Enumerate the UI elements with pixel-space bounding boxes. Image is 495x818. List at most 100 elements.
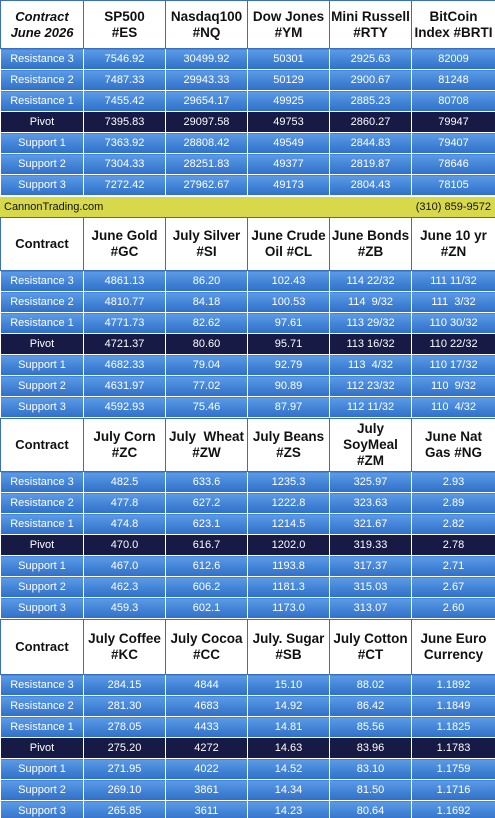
level-value: 92.79 <box>247 354 330 376</box>
header-text: June Gold <box>91 228 158 243</box>
data-row: Pivot 4721.37 80.60 95.71 113 16/32 110 22/32 <box>0 333 495 355</box>
level-value: 4631.97 <box>83 375 166 397</box>
level-value: 79.04 <box>165 354 248 376</box>
level-value: 467.0 <box>83 555 166 577</box>
level-value: 78646 <box>411 153 495 175</box>
level-value: 85.56 <box>329 716 412 738</box>
level-value: 4683 <box>165 695 248 717</box>
level-label: Resistance 1 <box>0 716 84 738</box>
level-value: 7487.33 <box>83 69 166 91</box>
level-value: 28808.42 <box>165 132 248 154</box>
data-row: Support 1 4682.33 79.04 92.79 113 4/32 110 17… <box>0 354 495 376</box>
level-value: 111 3/32 <box>411 291 495 313</box>
level-value: 4682.33 <box>83 354 166 376</box>
header-text: Oil #CL <box>264 244 313 259</box>
data-row: Support 1 7363.92 28808.42 49549 2844.83 7940… <box>0 132 495 154</box>
header-text: #ZW <box>192 445 221 460</box>
header-text: SP500 <box>104 8 145 24</box>
level-value: 315.03 <box>329 576 412 598</box>
level-value: 3611 <box>165 800 248 818</box>
level-value: 49377 <box>247 153 330 175</box>
header-cell: Contract <box>0 619 84 675</box>
level-label: Resistance 3 <box>0 48 84 70</box>
data-row: Support 2 269.10 3861 14.34 81.50 1.1716 <box>0 779 495 801</box>
level-value: 284.15 <box>83 674 166 696</box>
level-value: 110 17/32 <box>411 354 495 376</box>
level-value: 1.1759 <box>411 758 495 780</box>
level-value: 81248 <box>411 69 495 91</box>
data-row: Resistance 3 4861.13 86.20 102.43 114 22/32 1… <box>0 270 495 292</box>
data-row: Support 3 265.85 3611 14.23 80.64 1.1692 <box>0 800 495 818</box>
level-value: 15.10 <box>247 674 330 696</box>
level-value: 1235.3 <box>247 471 330 493</box>
level-label: Resistance 2 <box>0 695 84 717</box>
level-label: Support 3 <box>0 174 84 196</box>
level-value: 49173 <box>247 174 330 196</box>
header-text: July. Sugar <box>252 631 325 646</box>
header-row: Contract July Coffee #KC July Cocoa #CC July.… <box>0 619 495 675</box>
price-table: Contract July Coffee #KC July Cocoa #CC July.… <box>0 619 495 818</box>
data-row: Resistance 2 281.30 4683 14.92 86.42 1.1849 <box>0 695 495 717</box>
header-text: June Euro <box>420 631 487 646</box>
level-value: 321.67 <box>329 513 412 535</box>
level-value: 2885.23 <box>329 90 412 112</box>
header-text: #ZC <box>111 445 138 460</box>
level-value: 14.34 <box>247 779 330 801</box>
level-value: 84.18 <box>165 291 248 313</box>
level-value: 88.02 <box>329 674 412 696</box>
header-text: Currency <box>423 647 484 662</box>
data-row: Resistance 1 474.8 623.1 1214.5 321.67 2.82 <box>0 513 495 535</box>
price-table: Contract June Gold #GC July Silver #SI June C… <box>0 217 495 418</box>
data-row: Pivot 470.0 616.7 1202.0 319.33 2.78 <box>0 534 495 556</box>
level-value: 4272 <box>165 737 248 759</box>
level-value: 113 29/32 <box>329 312 412 334</box>
level-value: 111 11/32 <box>411 270 495 292</box>
level-value: 113 16/32 <box>329 333 412 355</box>
level-value: 313.07 <box>329 597 412 619</box>
header-text: June Nat <box>424 429 482 444</box>
header-cell: July Silver #SI <box>165 217 248 271</box>
level-value: 7395.83 <box>83 111 166 133</box>
data-row: Pivot 7395.83 29097.58 49753 2860.27 79947 <box>0 111 495 133</box>
data-row: Resistance 2 7487.33 29943.33 50129 2900.67 8… <box>0 69 495 91</box>
level-value: 7272.42 <box>83 174 166 196</box>
level-value: 7455.42 <box>83 90 166 112</box>
header-cell: June 10 yr #ZN <box>411 217 495 271</box>
level-value: 2.67 <box>411 576 495 598</box>
header-text: June Bonds <box>331 228 410 243</box>
level-value: 27962.67 <box>165 174 248 196</box>
level-value: 7363.92 <box>83 132 166 154</box>
level-value: 482.5 <box>83 471 166 493</box>
level-value: 29097.58 <box>165 111 248 133</box>
price-table: Contract June 2026 SP500 #ES Nasdaq100 #NQ Dow… <box>0 0 495 196</box>
header-cell: July. Sugar #SB <box>247 619 330 675</box>
level-value: 1202.0 <box>247 534 330 556</box>
level-value: 112 11/32 <box>329 396 412 418</box>
level-value: 1.1783 <box>411 737 495 759</box>
level-value: 470.0 <box>83 534 166 556</box>
data-row: Resistance 1 4771.73 82.62 97.61 113 29/32 11… <box>0 312 495 334</box>
level-value: 29943.33 <box>165 69 248 91</box>
level-value: 113 4/32 <box>329 354 412 376</box>
header-text: SoyMeal <box>343 437 398 452</box>
level-value: 606.2 <box>165 576 248 598</box>
level-value: 95.71 <box>247 333 330 355</box>
level-value: 265.85 <box>83 800 166 818</box>
header-text: #ZB <box>357 244 384 259</box>
data-row: Support 1 271.95 4022 14.52 83.10 1.1759 <box>0 758 495 780</box>
header-cell: Dow Jones #YM <box>247 0 330 49</box>
header-cell: July Corn #ZC <box>83 418 166 472</box>
data-row: Support 2 4631.97 77.02 90.89 112 23/32 110 9… <box>0 375 495 397</box>
level-value: 82.62 <box>165 312 248 334</box>
level-value: 81.50 <box>329 779 412 801</box>
level-label: Pivot <box>0 737 84 759</box>
level-value: 7546.92 <box>83 48 166 70</box>
data-row: Support 1 467.0 612.6 1193.8 317.37 2.71 <box>0 555 495 577</box>
level-value: 462.3 <box>83 576 166 598</box>
level-value: 14.92 <box>247 695 330 717</box>
level-value: 4592.93 <box>83 396 166 418</box>
level-label: Support 2 <box>0 375 84 397</box>
header-cell: June Crude Oil #CL <box>247 217 330 271</box>
level-label: Pivot <box>0 111 84 133</box>
level-label: Resistance 1 <box>0 312 84 334</box>
